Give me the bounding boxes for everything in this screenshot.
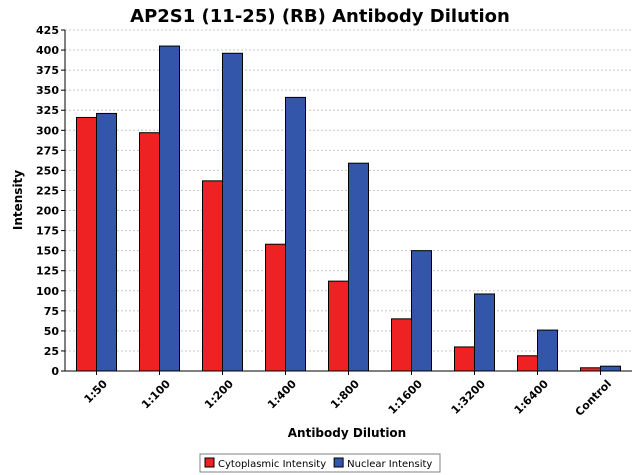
bar-nuclear-5	[411, 250, 432, 372]
y-tick-label: 325	[36, 104, 59, 117]
bar-cytoplasmic-4	[328, 280, 349, 372]
x-tick-label: 1:3200	[449, 377, 489, 417]
legend-label-nuclear: Nuclear Intensity	[347, 459, 432, 470]
y-tick-label: 425	[36, 24, 59, 37]
legend: Cytoplasmic Intensity Nuclear Intensity	[199, 453, 441, 473]
bar-nuclear-7	[537, 329, 558, 372]
y-tick-label: 400	[36, 44, 59, 57]
legend-swatch-cytoplasmic	[204, 457, 215, 468]
bar-cytoplasmic-3	[265, 243, 286, 372]
bars	[76, 45, 621, 372]
y-tick-label: 150	[36, 245, 59, 258]
y-tick-label: 100	[36, 285, 59, 298]
bar-cytoplasmic-1	[139, 132, 160, 372]
bar-cytoplasmic-5	[391, 318, 412, 372]
bar-nuclear-1	[159, 45, 180, 372]
y-tick-label: 75	[44, 305, 59, 318]
bar-cytoplasmic-6	[454, 346, 475, 372]
chart-title: AP2S1 (11-25) (RB) Antibody Dilution	[130, 6, 510, 27]
y-tick-label: 275	[36, 144, 59, 157]
y-tick-label: 175	[36, 225, 59, 238]
bar-cytoplasmic-0	[76, 116, 97, 372]
x-tick-label: 1:800	[328, 377, 362, 411]
y-tick-label: 250	[36, 164, 59, 177]
x-tick-label: 1:400	[265, 377, 299, 411]
x-tick-label: 1:1600	[386, 377, 426, 417]
y-tick-label: 300	[36, 124, 59, 137]
bar-nuclear-2	[222, 52, 243, 372]
bar-nuclear-3	[285, 96, 306, 372]
y-tick-label: 350	[36, 84, 59, 97]
y-tick-label: 375	[36, 64, 59, 77]
legend-label-cytoplasmic: Cytoplasmic Intensity	[218, 459, 326, 470]
y-tick-label: 50	[44, 325, 60, 338]
y-tick-label: 225	[36, 184, 59, 197]
x-tick-label: 1:50	[82, 377, 111, 406]
y-tick-label: 0	[51, 365, 59, 378]
bar-cytoplasmic-2	[202, 180, 223, 372]
x-tick-label: 1:200	[202, 377, 236, 411]
bar-nuclear-8	[600, 365, 621, 372]
grid	[65, 29, 632, 352]
x-tick-label: 1:6400	[512, 377, 552, 417]
legend-box	[199, 453, 441, 473]
x-tick-label: Control	[573, 377, 614, 418]
bar-cytoplasmic-7	[517, 355, 538, 372]
bar-nuclear-6	[474, 293, 495, 372]
y-tick-label: 25	[44, 345, 59, 358]
y-tick-label: 125	[36, 265, 59, 278]
bar-nuclear-0	[96, 112, 117, 372]
x-tick-label: 1:100	[139, 377, 173, 411]
x-axis-label: Antibody Dilution	[288, 426, 406, 440]
y-tick-label: 200	[36, 205, 59, 218]
legend-swatch-nuclear	[333, 457, 344, 468]
bar-nuclear-4	[348, 162, 369, 372]
y-axis-label: Intensity	[11, 170, 25, 230]
